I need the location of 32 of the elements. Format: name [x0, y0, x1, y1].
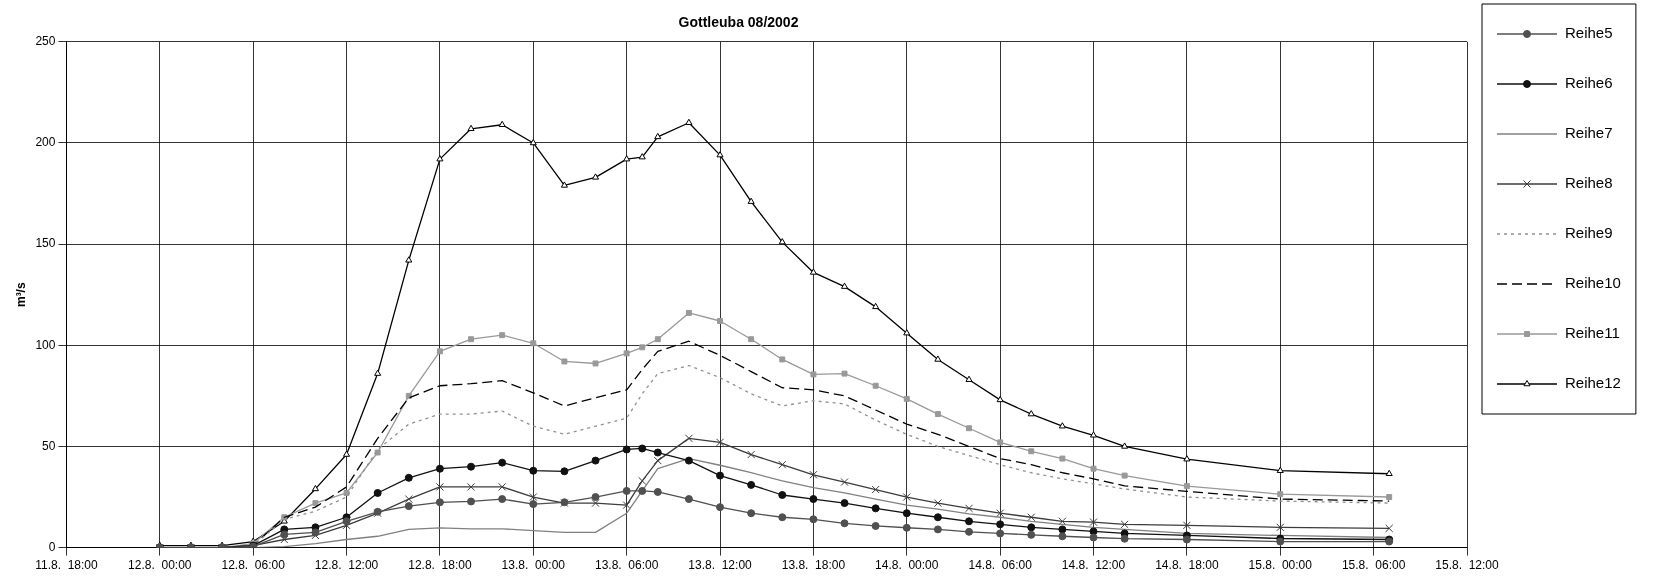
- x-tick-label: 13.8. 06:00: [594, 558, 659, 573]
- x-tick-label: 15.8. 12:00: [1435, 558, 1500, 573]
- x-tick-label: 14.8. 06:00: [968, 558, 1033, 573]
- y-tick-label: 250: [35, 34, 56, 49]
- y-tick-label: 100: [35, 337, 56, 352]
- x-tick-label: 12.8. 12:00: [314, 558, 379, 573]
- legend-label: Reihe10: [1565, 274, 1621, 292]
- x-tick-label: 14.8. 00:00: [875, 558, 939, 573]
- x-tick-label: 13.8. 12:00: [688, 558, 753, 573]
- x-tick-label: 12.8. 06:00: [221, 558, 286, 573]
- y-axis-title: m³/s: [13, 282, 28, 308]
- chart-title: Gottleuba 08/2002: [678, 14, 799, 31]
- legend-label: Reihe8: [1565, 174, 1613, 192]
- x-tick-label: 12.8. 00:00: [128, 558, 192, 573]
- x-tick-label: 15.8. 06:00: [1341, 558, 1406, 573]
- y-tick-label: 200: [35, 135, 56, 150]
- y-tick-label: 150: [35, 236, 56, 251]
- legend-label: Reihe12: [1565, 374, 1621, 392]
- legend-label: Reihe5: [1565, 24, 1613, 42]
- x-tick-label: 14.8. 12:00: [1061, 558, 1126, 573]
- x-tick-label: 13.8. 00:00: [501, 558, 566, 573]
- y-tick-label: 0: [48, 539, 56, 554]
- x-tick-label: 12.8. 18:00: [408, 558, 472, 573]
- x-tick-label: 15.8. 00:00: [1248, 558, 1313, 573]
- x-tick-label: 13.8. 18:00: [781, 558, 846, 573]
- legend-label: Reihe9: [1565, 224, 1613, 242]
- y-tick-label: 50: [42, 438, 56, 453]
- legend-label: Reihe6: [1565, 74, 1613, 92]
- legend-label: Reihe7: [1565, 124, 1613, 142]
- x-tick-label: 11.8. 18:00: [35, 558, 98, 573]
- legend-label: Reihe11: [1565, 324, 1620, 342]
- x-tick-label: 14.8. 18:00: [1155, 558, 1219, 573]
